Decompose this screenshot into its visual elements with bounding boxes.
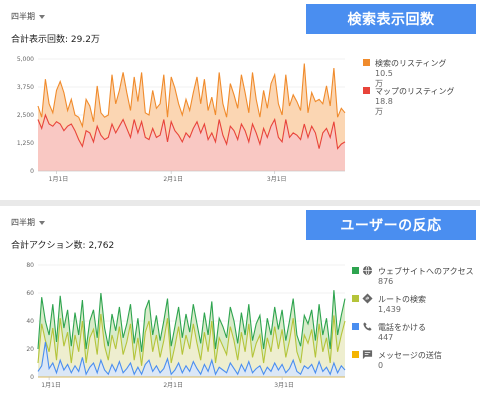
y-tick-label: 40 (26, 318, 34, 325)
series-line-0 (37, 290, 346, 352)
series-line-1 (37, 313, 346, 366)
y-tick-label: 1,250 (17, 140, 34, 147)
y-tick-label: 2,500 (17, 112, 34, 119)
legend-label: ルートの検索 (378, 295, 426, 304)
legend-swatch (363, 87, 370, 94)
series-line-1 (37, 113, 346, 150)
legend-value: 1,439 (378, 305, 401, 314)
legend-swatch (352, 323, 359, 330)
legend-swatch (363, 59, 370, 66)
period-dropdown[interactable]: 四半期 (11, 217, 45, 228)
series-area-1 (38, 314, 345, 377)
legend-label: マップのリスティング (375, 87, 455, 96)
legend-swatch (352, 351, 359, 358)
chevron-down-icon (39, 14, 45, 19)
x-tick-label: 3月1日 (267, 176, 287, 183)
impressions-chart: 5,000 3,750 2,500 1,250 0 1月1日 2月1日 3月1日 (17, 56, 346, 183)
legend-label: ウェブサイトへのアクセス (378, 267, 474, 276)
series-area-1 (38, 115, 345, 171)
legend-swatch (352, 295, 359, 302)
legend-value: 18.8万 (375, 97, 393, 116)
phone-icon (363, 322, 372, 331)
legend-label: 電話をかける (378, 323, 426, 332)
directions-icon (362, 293, 373, 304)
legend-value: 10.5万 (375, 69, 393, 88)
period-dropdown[interactable]: 四半期 (11, 11, 45, 22)
legend-label: 検索のリスティング (375, 59, 447, 68)
total-actions: 合計アクション数: 2,762 (11, 241, 115, 251)
period-label: 四半期 (11, 218, 35, 227)
x-tick-label: 3月1日 (274, 382, 294, 389)
legend-value: 876 (378, 277, 394, 286)
y-tick-label: 60 (26, 290, 34, 297)
x-tick-label: 2月1日 (163, 382, 183, 389)
customer-actions-panel: 四半期 合計アクション数: 2,762 ユーザーの反応 80 60 40 20 0 1月1… (0, 206, 480, 406)
panel-title: 検索表示回数 (306, 4, 476, 34)
y-tick-label: 20 (26, 346, 34, 353)
chevron-down-icon (39, 220, 45, 225)
y-tick-label: 0 (30, 374, 34, 381)
globe-icon (362, 265, 373, 276)
series-area-2 (38, 342, 345, 377)
x-tick-label: 1月1日 (49, 176, 69, 183)
period-label: 四半期 (11, 12, 35, 21)
message-icon (362, 350, 373, 360)
x-tick-label: 2月1日 (163, 176, 183, 183)
panel-title: ユーザーの反応 (306, 210, 476, 240)
legend-value: 0 (378, 361, 384, 370)
y-tick-label: 80 (26, 262, 34, 269)
y-tick-label: 3,750 (17, 84, 34, 91)
actions-chart: 80 60 40 20 0 1月1日 2月1日 3月1日 (26, 262, 346, 389)
total-impressions: 合計表示回数: 29.2万 (11, 35, 100, 45)
y-tick-label: 5,000 (17, 56, 34, 63)
legend-label: メッセージの送信 (378, 351, 442, 360)
series-line-0 (37, 63, 346, 129)
series-line-2 (37, 341, 346, 376)
legend-swatch (352, 267, 359, 274)
search-impressions-panel: 四半期 合計表示回数: 29.2万 検索表示回数 5,000 3,750 2,500… (0, 0, 480, 200)
legend-value: 447 (378, 333, 394, 342)
x-tick-label: 1月1日 (41, 382, 61, 389)
y-tick-label: 0 (30, 168, 34, 175)
